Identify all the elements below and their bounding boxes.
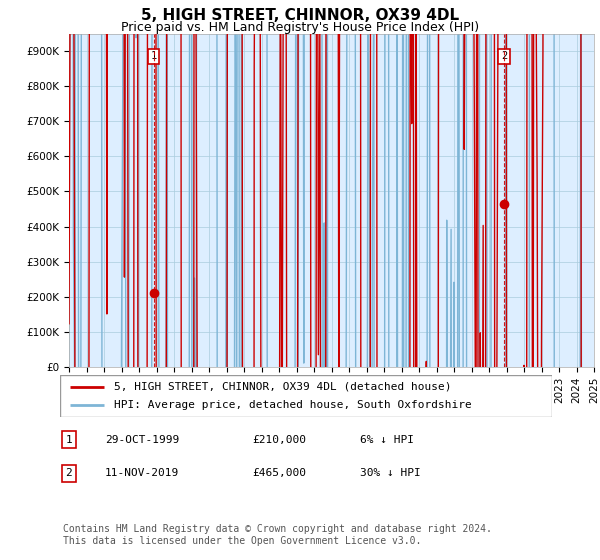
Text: £210,000: £210,000 — [252, 435, 306, 445]
Text: 6% ↓ HPI: 6% ↓ HPI — [360, 435, 414, 445]
Text: 5, HIGH STREET, CHINNOR, OX39 4DL (detached house): 5, HIGH STREET, CHINNOR, OX39 4DL (detac… — [114, 382, 452, 392]
Text: £465,000: £465,000 — [252, 468, 306, 478]
Text: Contains HM Land Registry data © Crown copyright and database right 2024.
This d: Contains HM Land Registry data © Crown c… — [63, 524, 492, 546]
Text: 2: 2 — [501, 51, 508, 61]
Text: Price paid vs. HM Land Registry's House Price Index (HPI): Price paid vs. HM Land Registry's House … — [121, 21, 479, 34]
Text: 29-OCT-1999: 29-OCT-1999 — [105, 435, 179, 445]
Text: 11-NOV-2019: 11-NOV-2019 — [105, 468, 179, 478]
Text: 5, HIGH STREET, CHINNOR, OX39 4DL: 5, HIGH STREET, CHINNOR, OX39 4DL — [141, 8, 459, 24]
Text: 2: 2 — [65, 468, 73, 478]
Text: 30% ↓ HPI: 30% ↓ HPI — [360, 468, 421, 478]
Text: 1: 1 — [151, 51, 157, 61]
Text: 1: 1 — [65, 435, 73, 445]
Text: HPI: Average price, detached house, South Oxfordshire: HPI: Average price, detached house, Sout… — [114, 400, 472, 410]
